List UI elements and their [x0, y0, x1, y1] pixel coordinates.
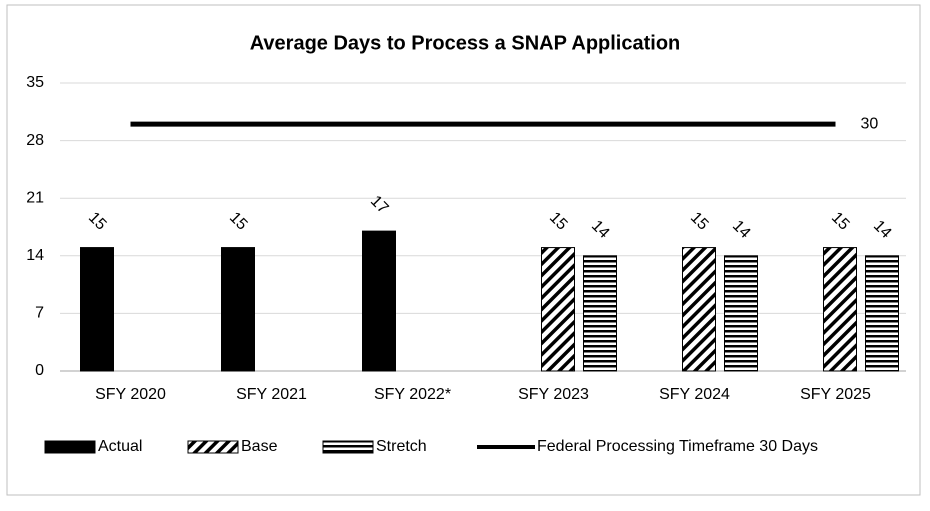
data-label: 30 — [861, 115, 879, 132]
bar — [362, 230, 396, 372]
legend-swatch — [187, 440, 239, 454]
chart-border — [6, 4, 921, 496]
y-tick-label: 35 — [26, 74, 44, 91]
bar — [682, 247, 716, 372]
bar — [541, 247, 575, 372]
y-tick-label: 14 — [26, 247, 44, 264]
x-tick-label: SFY 2023 — [518, 386, 589, 403]
x-tick-label: SFY 2025 — [800, 386, 871, 403]
bar — [823, 247, 857, 372]
x-tick-label: SFY 2021 — [236, 386, 307, 403]
bar — [865, 255, 899, 372]
legend-label: Base — [241, 438, 278, 455]
y-tick-label: 7 — [35, 305, 44, 322]
legend-label: Actual — [98, 438, 142, 455]
bar — [80, 247, 114, 372]
x-tick-label: SFY 2020 — [95, 386, 166, 403]
bar — [583, 255, 617, 372]
y-tick-label: 28 — [26, 132, 44, 149]
legend-label: Federal Processing Timeframe 30 Days — [537, 438, 818, 455]
y-tick-label: 0 — [35, 362, 44, 379]
y-tick-label: 21 — [26, 189, 44, 206]
x-tick-label: SFY 2024 — [659, 386, 730, 403]
bar — [724, 255, 758, 372]
x-tick-label: SFY 2022* — [374, 386, 451, 403]
bar — [221, 247, 255, 372]
legend-label: Stretch — [376, 438, 427, 455]
legend-swatch — [322, 440, 374, 454]
legend-swatch — [44, 440, 96, 454]
chart-title: Average Days to Process a SNAP Applicati… — [250, 32, 681, 54]
